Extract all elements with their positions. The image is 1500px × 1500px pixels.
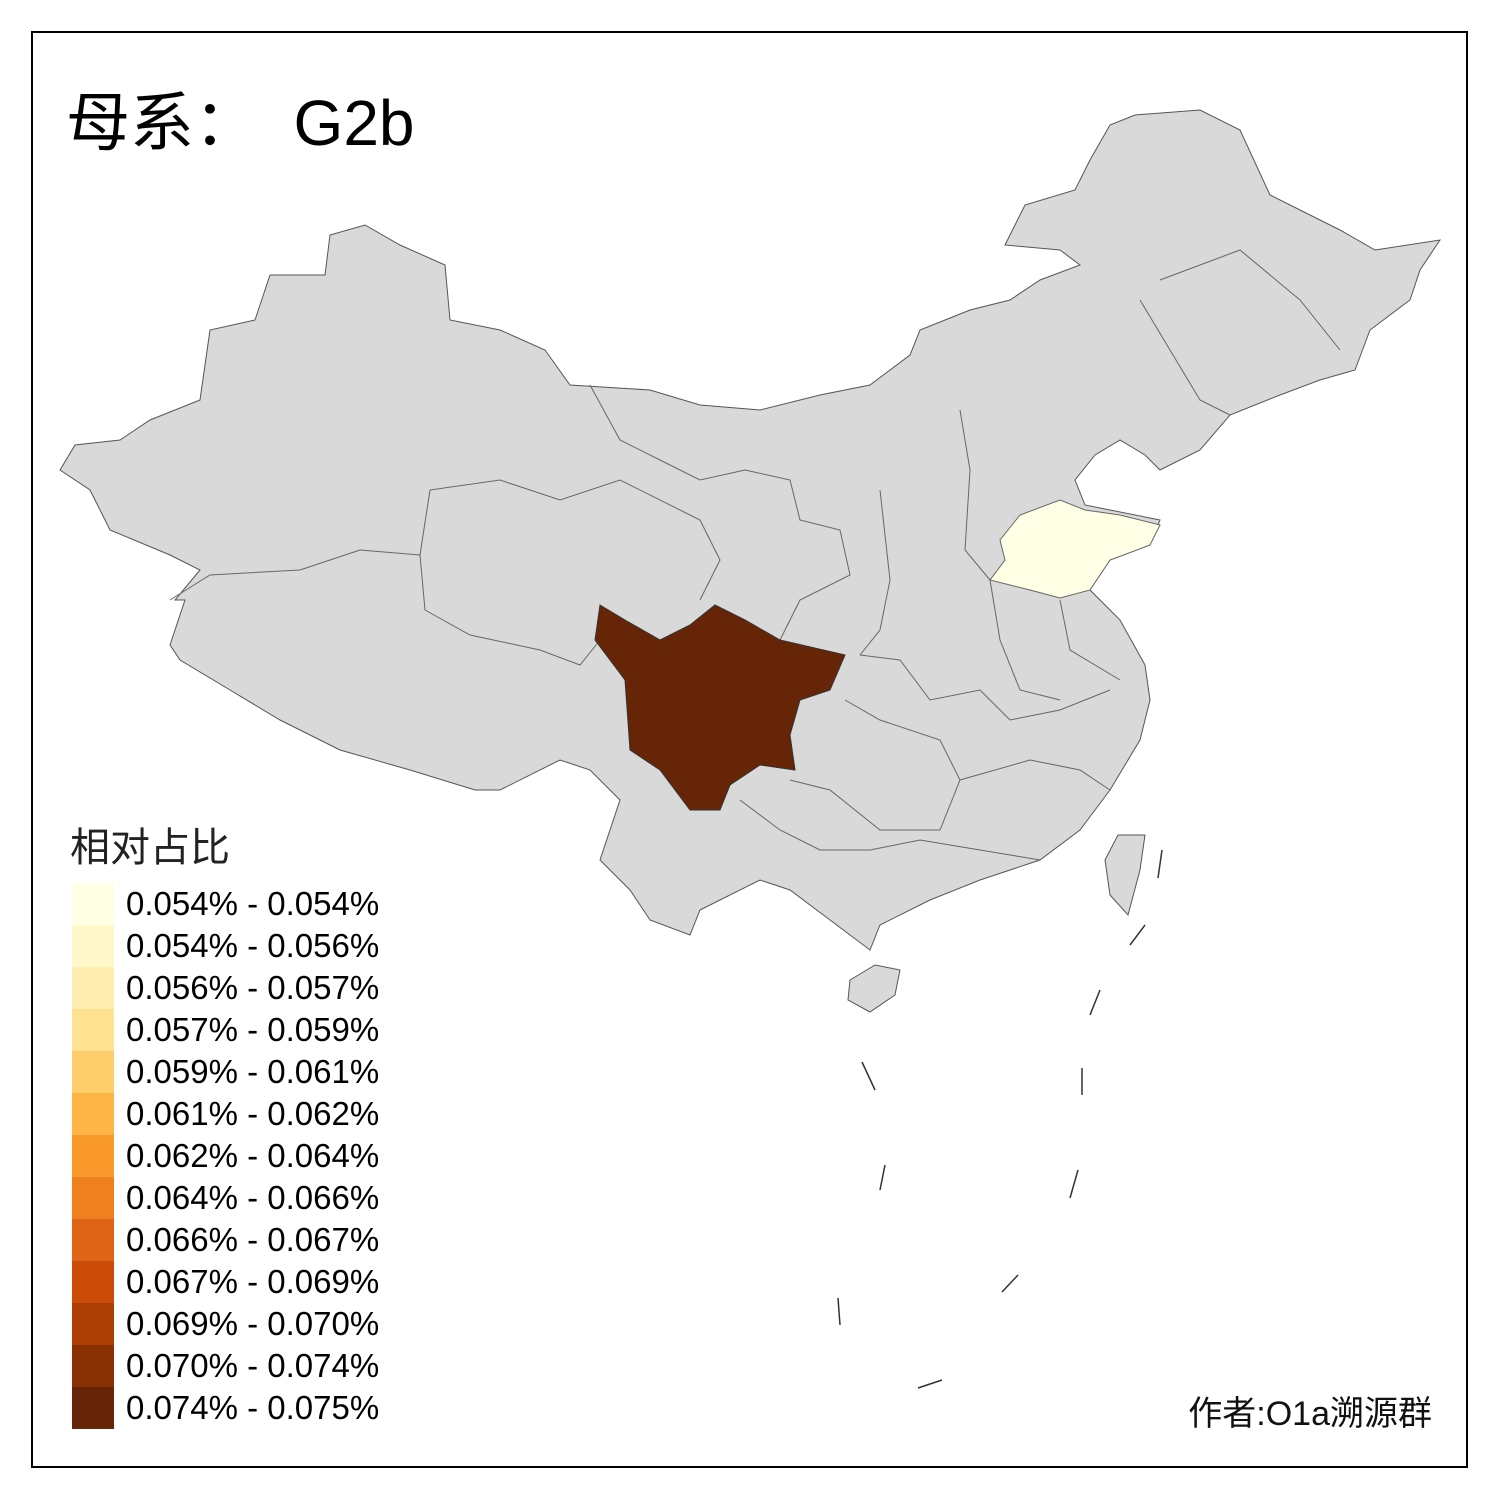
legend-swatch	[72, 1051, 114, 1093]
region-sichuan[interactable]	[594, 604, 846, 811]
legend-label: 0.059% - 0.061%	[126, 1053, 380, 1090]
legend-item: 0.066% - 0.067%	[72, 1219, 379, 1261]
legend-swatch	[72, 1093, 114, 1135]
region-shandong[interactable]	[989, 499, 1161, 599]
legend-label: 0.069% - 0.070%	[126, 1305, 380, 1342]
legend-item: 0.067% - 0.069%	[72, 1261, 379, 1303]
legend-label: 0.064% - 0.066%	[126, 1179, 380, 1216]
legend-swatch	[72, 1219, 114, 1261]
legend-swatch	[72, 1345, 114, 1387]
legend-swatch	[72, 1009, 114, 1051]
region-taiwan	[1104, 834, 1146, 917]
legend-item: 0.057% - 0.059%	[72, 1009, 379, 1051]
region-hainan	[847, 964, 901, 1013]
legend-title: 相对占比	[70, 826, 230, 870]
legend-label: 0.061% - 0.062%	[126, 1095, 380, 1132]
legend-label: 0.067% - 0.069%	[126, 1263, 380, 1300]
legend-label: 0.057% - 0.059%	[126, 1011, 380, 1048]
legend-label: 0.074% - 0.075%	[126, 1389, 380, 1426]
legend-swatch	[72, 967, 114, 1009]
legend-swatch	[72, 1303, 114, 1345]
legend-item: 0.056% - 0.057%	[72, 967, 379, 1009]
legend-label: 0.054% - 0.054%	[126, 885, 380, 922]
legend-label: 0.070% - 0.074%	[126, 1347, 380, 1384]
legend-label: 0.066% - 0.067%	[126, 1221, 380, 1258]
legend-label: 0.054% - 0.056%	[126, 927, 380, 964]
legend-label: 0.062% - 0.064%	[126, 1137, 380, 1174]
legend-swatch	[72, 1261, 114, 1303]
legend-swatch	[72, 1135, 114, 1177]
map-title: 母系： G2b	[66, 87, 415, 159]
legend-item: 0.061% - 0.062%	[72, 1093, 379, 1135]
legend-item: 0.074% - 0.075%	[72, 1387, 379, 1429]
map-frame	[31, 31, 1468, 1468]
legend-swatch	[72, 883, 114, 925]
legend-item: 0.059% - 0.061%	[72, 1051, 379, 1093]
legend-item: 0.064% - 0.066%	[72, 1177, 379, 1219]
legend-swatch	[72, 925, 114, 967]
legend-item: 0.054% - 0.056%	[72, 925, 379, 967]
legend-label: 0.056% - 0.057%	[126, 969, 380, 1006]
region-china-base	[59, 109, 1442, 951]
legend-item: 0.069% - 0.070%	[72, 1303, 379, 1345]
south-sea-islands	[837, 849, 1163, 1389]
legend: 0.054% - 0.054% 0.054% - 0.056% 0.056% - 0…	[72, 883, 379, 1429]
legend-swatch	[72, 1387, 114, 1429]
legend-item: 0.054% - 0.054%	[72, 883, 379, 925]
province-borders	[169, 249, 1341, 861]
legend-item: 0.062% - 0.064%	[72, 1135, 379, 1177]
legend-item: 0.070% - 0.074%	[72, 1345, 379, 1387]
legend-swatch	[72, 1177, 114, 1219]
author-credit: 作者:O1a溯源群	[1188, 1395, 1432, 1433]
